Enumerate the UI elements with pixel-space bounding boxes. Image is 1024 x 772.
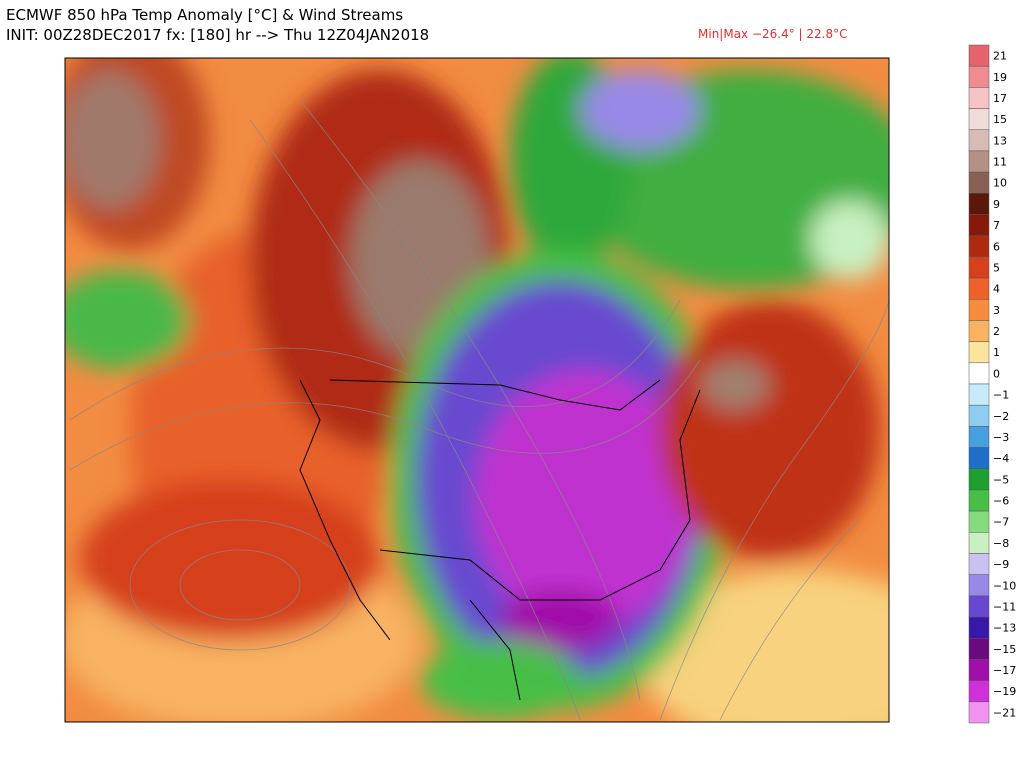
colorbar-cell <box>968 659 990 681</box>
min-max: Min|Max −26.4° | 22.8°C <box>698 27 848 41</box>
colorbar-cell <box>968 447 990 469</box>
field <box>475 370 695 630</box>
colorbar-cell <box>968 489 990 512</box>
colorbar-label: −4 <box>993 452 1009 465</box>
colorbar-cell <box>968 214 990 236</box>
anomaly-field <box>65 58 889 722</box>
field <box>700 360 770 410</box>
field <box>640 570 889 722</box>
map-frame <box>64 57 890 723</box>
colorbar-label: 19 <box>993 71 1007 84</box>
colorbar-label: 11 <box>993 156 1007 169</box>
colorbar-cell <box>968 171 990 194</box>
colorbar-cell <box>968 680 990 703</box>
title: ECMWF 850 hPa Temp Anomaly [°C] & Wind S… <box>6 6 403 24</box>
field <box>810 200 889 280</box>
coastline <box>299 379 391 641</box>
colorbar-cell <box>968 87 990 109</box>
colorbar-label: 0 <box>993 367 1000 380</box>
colorbar-label: −7 <box>993 516 1009 529</box>
colorbar-cell <box>968 468 990 491</box>
field <box>80 480 380 640</box>
colorbar-label: −10 <box>993 579 1016 592</box>
colorbar-label: 13 <box>993 134 1007 147</box>
colorbar-label: −5 <box>993 473 1009 486</box>
colorbar-label: 3 <box>993 304 1000 317</box>
colorbar-label: 9 <box>993 198 1000 211</box>
colorbar-label: −8 <box>993 537 1009 550</box>
colorbar-cell <box>968 532 990 554</box>
colorbar-label: −11 <box>993 600 1016 613</box>
colorbar-cell <box>968 426 990 448</box>
colorbar-cell <box>968 299 990 321</box>
colorbar-cell <box>968 341 990 364</box>
colorbar-cell <box>968 129 990 152</box>
colorbar-cell <box>968 638 990 660</box>
colorbar-label: 15 <box>993 113 1007 126</box>
streamline <box>69 299 681 421</box>
colorbar-cell <box>968 320 990 342</box>
colorbar-label: 10 <box>993 177 1007 190</box>
colorbar-label: 17 <box>993 92 1007 105</box>
colorbar-label: −19 <box>993 685 1016 698</box>
border <box>329 379 661 411</box>
streamline <box>69 359 701 471</box>
colorbar-label: 21 <box>993 50 1007 63</box>
streamlines <box>69 99 889 721</box>
streamline <box>299 99 641 701</box>
streamline <box>129 519 351 651</box>
colorbar-label: −2 <box>993 410 1009 423</box>
colorbar-label: −17 <box>993 664 1016 677</box>
colorbar-cell <box>968 150 990 173</box>
streamline <box>179 549 301 621</box>
colorbar-label: −1 <box>993 389 1009 402</box>
colorbar-cell <box>968 553 990 575</box>
colorbar-cell <box>968 701 990 724</box>
colorbar-cell <box>968 108 990 130</box>
colorbar-cell <box>968 510 990 533</box>
colorbar-cell <box>968 616 990 639</box>
colorbar-cell <box>968 277 990 300</box>
colorbar-label: 7 <box>993 219 1000 232</box>
field <box>420 640 580 720</box>
border <box>379 389 701 601</box>
colorbar-cell <box>968 193 990 215</box>
init-line: INIT: 00Z28DEC2017 fx: [180] hr --> Thu … <box>6 26 429 44</box>
colorbar-label: −13 <box>993 622 1016 635</box>
streamline <box>249 119 581 721</box>
colorbar-cell <box>968 256 990 279</box>
colorbar-cell <box>968 65 990 88</box>
colorbar-cell <box>968 404 990 427</box>
colorbar-label: −3 <box>993 431 1009 444</box>
colorbar-cell <box>968 383 990 406</box>
colorbar-cell <box>968 235 990 258</box>
coastline <box>469 599 521 701</box>
colorbar-cell <box>968 595 990 618</box>
streamline <box>659 299 889 721</box>
field <box>660 300 880 560</box>
colorbar-label: 6 <box>993 240 1000 253</box>
field <box>580 70 700 150</box>
colorbar-cell <box>968 574 990 597</box>
colorbar-label: 5 <box>993 261 1000 274</box>
field <box>65 70 160 210</box>
colorbar: 21191715131110976543210−1−2−3−4−5−6−7−8−… <box>968 44 1016 724</box>
colorbar-label: −9 <box>993 558 1009 571</box>
colorbar-label: 4 <box>993 283 1000 296</box>
colorbar-cell <box>968 44 990 67</box>
streamline <box>719 519 861 721</box>
field <box>65 270 190 370</box>
colorbar-label: 1 <box>993 346 1000 359</box>
colorbar-label: 2 <box>993 325 1000 338</box>
coastlines <box>299 379 701 701</box>
colorbar-label: −15 <box>993 643 1016 656</box>
field <box>500 590 620 650</box>
map <box>65 58 889 722</box>
colorbar-label: −6 <box>993 495 1009 508</box>
colorbar-cell <box>968 362 990 385</box>
colorbar-label: −21 <box>993 706 1016 719</box>
